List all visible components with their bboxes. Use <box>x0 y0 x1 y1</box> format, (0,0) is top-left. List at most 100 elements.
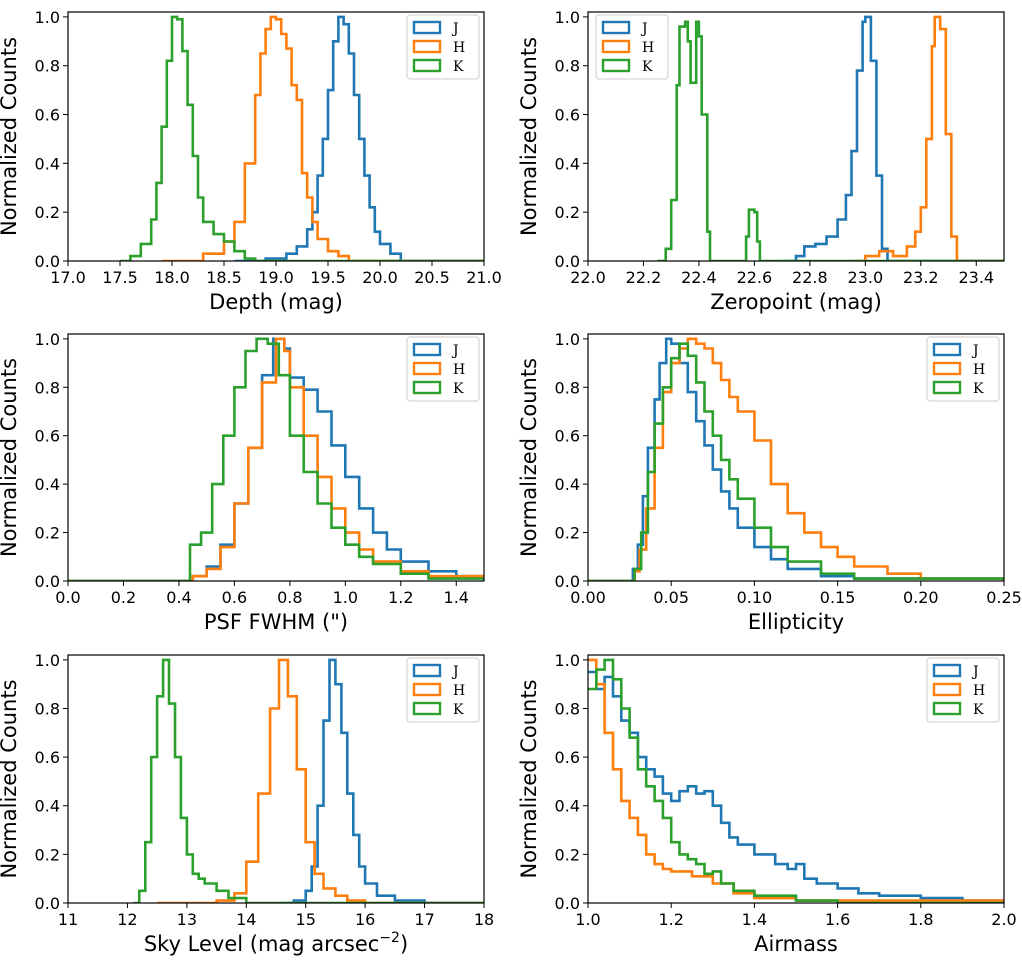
x-axis-label: Zeropoint (mag) <box>710 290 882 314</box>
x-tick-label: 21.0 <box>466 268 502 287</box>
series-line-H <box>588 337 1004 581</box>
y-tick-label: 0.6 <box>555 106 580 125</box>
x-tick-label: 1.2 <box>388 588 413 607</box>
x-tick-label: 0.20 <box>903 588 939 607</box>
x-axis-label: Depth (mag) <box>209 290 343 314</box>
series-line-J <box>234 15 484 261</box>
legend-label-H: H <box>642 40 654 56</box>
x-tick-label: 23.4 <box>958 268 994 287</box>
x-tick-label: 0.10 <box>737 588 773 607</box>
y-axis-label: Normalized Counts <box>517 358 541 557</box>
y-tick-label: 0.4 <box>35 154 60 173</box>
x-tick-label: 1.2 <box>658 910 683 929</box>
y-axis-label: Normalized Counts <box>517 679 541 878</box>
y-tick-label: 0.4 <box>555 475 580 494</box>
legend-label-K: K <box>453 381 464 397</box>
y-tick-label: 0.8 <box>555 57 580 76</box>
x-tick-label: 14 <box>236 910 256 929</box>
series-line-J <box>588 337 1004 581</box>
legend-label-H: H <box>973 683 985 699</box>
legend-swatch-H <box>932 361 962 376</box>
legend-swatch-H <box>601 39 631 54</box>
chart-panel-1: 17.0 17.5 18.0 18.5 19.0 19.5 20.0 20.5 21.0 0.0 0… <box>0 8 502 314</box>
legend-frame <box>926 657 1000 723</box>
legend-swatch-H <box>412 682 442 697</box>
x-axis-label: Ellipticity <box>748 610 844 634</box>
x-tick-label: 19.5 <box>310 268 346 287</box>
y-tick-label: 0.8 <box>35 378 60 397</box>
y-tick-label: 0.2 <box>35 524 60 543</box>
legend-swatch-H <box>412 39 442 54</box>
y-tick-label: 0.6 <box>555 427 580 446</box>
x-axis-label: PSF FWHM (") <box>204 610 348 634</box>
x-axis-label-main: Ellipticity <box>748 610 844 634</box>
x-tick-label: 13 <box>177 910 197 929</box>
y-tick-label: 0.0 <box>35 894 60 913</box>
legend-frame <box>595 14 669 80</box>
y-tick-label: 0.4 <box>555 154 580 173</box>
chart-panel-2: 22.0 22.2 22.4 22.6 22.8 23.0 23.2 23.4 0.0 0.2 0.… <box>517 8 1005 314</box>
legend-frame <box>406 336 480 402</box>
legend: JHK <box>406 336 480 402</box>
x-tick-label: 0.00 <box>570 588 606 607</box>
y-tick-label: 0.2 <box>555 524 580 543</box>
series-line-K <box>657 20 1004 261</box>
y-tick-label: 0.6 <box>35 427 60 446</box>
chart-panel-5: 11 12 13 14 15 16 17 18 0.0 0.2 0.4 0.6 0.8 1.0 Sky Le… <box>0 651 494 956</box>
legend-swatch-K <box>412 380 442 395</box>
x-tick-label: 0.25 <box>986 588 1022 607</box>
x-tick-label: 22.8 <box>792 268 828 287</box>
series-line-K <box>68 337 484 581</box>
legend-label-K: K <box>453 702 464 718</box>
x-tick-label: 0.2 <box>111 588 136 607</box>
legend-label-K: K <box>973 381 984 397</box>
series-line-H <box>157 658 484 903</box>
x-tick-label: 22.2 <box>626 268 662 287</box>
legend-swatch-H <box>932 682 962 697</box>
x-tick-label: 16 <box>355 910 375 929</box>
x-axis-label-superscript: −2 <box>379 930 400 946</box>
legend: JHK <box>926 657 1000 723</box>
legend-label-J: J <box>971 343 979 359</box>
legend-swatch-K <box>932 380 962 395</box>
y-tick-label: 0.8 <box>35 699 60 718</box>
x-tick-label: 19.0 <box>258 268 294 287</box>
legend-label-H: H <box>973 362 985 378</box>
legend-swatch-J <box>412 20 442 35</box>
series-line-K <box>133 658 484 903</box>
y-tick-label: 0.4 <box>35 475 60 494</box>
y-tick-label: 0.4 <box>35 797 60 816</box>
legend-swatch-K <box>412 58 442 73</box>
x-tick-label: 1.0 <box>333 588 358 607</box>
legend-label-J: J <box>451 343 459 359</box>
chart-panel-3: 0.0 0.2 0.4 0.6 0.8 1.0 1.2 1.4 0.0 0.2 0.4 0.6 0.8 1… <box>0 330 485 634</box>
x-tick-label: 17.0 <box>50 268 86 287</box>
x-tick-label: 17.5 <box>102 268 138 287</box>
legend-frame <box>406 14 480 80</box>
legend-swatch-J <box>932 342 962 357</box>
y-tick-label: 0.0 <box>555 252 580 271</box>
legend-label-J: J <box>971 664 979 680</box>
series-line-K <box>588 342 1004 581</box>
y-tick-label: 0.0 <box>555 894 580 913</box>
series-line-J <box>281 658 484 903</box>
y-tick-label: 1.0 <box>35 330 60 349</box>
chart-panel-4: 0.00 0.05 0.10 0.15 0.20 0.25 0.0 0.2 0.4 0.6 0.8 1… <box>517 330 1022 634</box>
legend-label-J: J <box>451 664 459 680</box>
series-line-J <box>782 15 1004 261</box>
y-tick-label: 0.6 <box>555 748 580 767</box>
legend-label-K: K <box>453 59 464 75</box>
x-tick-label: 17 <box>414 910 434 929</box>
y-tick-label: 0.6 <box>35 748 60 767</box>
x-tick-label: 15 <box>296 910 316 929</box>
series-line-H <box>161 15 484 261</box>
x-tick-label: 0.15 <box>820 588 856 607</box>
legend-label-K: K <box>973 702 984 718</box>
x-tick-label: 20.0 <box>362 268 398 287</box>
y-tick-label: 0.2 <box>555 203 580 222</box>
x-tick-label: 23.0 <box>848 268 884 287</box>
legend-label-H: H <box>453 362 465 378</box>
legend-label-K: K <box>642 59 653 75</box>
axes-frame <box>587 11 1005 262</box>
x-axis-label-main: PSF FWHM (") <box>204 610 348 634</box>
